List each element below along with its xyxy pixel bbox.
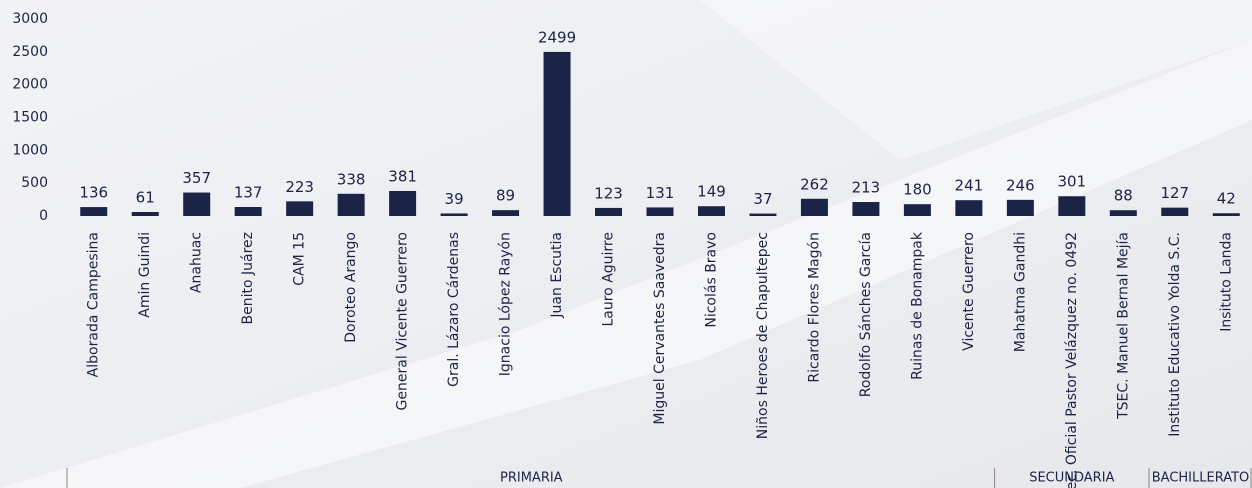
group-label: PRIMARIA bbox=[500, 471, 563, 486]
value-label: 223 bbox=[285, 178, 314, 196]
group-label: SECUNDARIA bbox=[1029, 471, 1114, 486]
bar bbox=[903, 204, 931, 216]
y-tick-label: 1500 bbox=[12, 110, 48, 126]
x-tick-label: Ignacio López Rayón bbox=[498, 232, 514, 376]
bar bbox=[955, 200, 983, 216]
y-tick-label: 0 bbox=[39, 208, 48, 224]
bar bbox=[852, 202, 880, 216]
x-tick-label: Doroteo Arango bbox=[343, 232, 359, 343]
bar bbox=[234, 207, 262, 216]
bar bbox=[337, 193, 365, 216]
bar bbox=[1161, 207, 1189, 216]
value-label: 246 bbox=[1006, 176, 1035, 194]
value-label: 137 bbox=[234, 184, 263, 202]
x-tick-label: Juan Escutia bbox=[549, 232, 565, 319]
value-label: 262 bbox=[800, 175, 829, 193]
bar bbox=[1212, 213, 1240, 216]
x-tick-label: Alborada Campesina bbox=[86, 232, 102, 377]
x-tick-label: Ruinas de Bonampak bbox=[909, 231, 925, 380]
x-tick-label: Vicente Guerrero bbox=[961, 232, 977, 351]
value-label: 2499 bbox=[538, 28, 576, 46]
x-tick-label: Benito Juárez bbox=[240, 232, 256, 324]
value-label: 213 bbox=[852, 179, 881, 197]
value-label: 123 bbox=[594, 184, 623, 202]
x-tick-label: Lauro Aguirre bbox=[601, 232, 617, 327]
value-label: 127 bbox=[1160, 184, 1189, 202]
value-label: 39 bbox=[445, 190, 464, 208]
x-tick-label: Rodolfo Sánches García bbox=[858, 232, 874, 397]
value-label: 88 bbox=[1114, 187, 1133, 205]
bar bbox=[697, 206, 725, 216]
y-tick-label: 1000 bbox=[12, 142, 48, 158]
bar bbox=[440, 213, 468, 216]
bar bbox=[1058, 196, 1086, 216]
bar bbox=[131, 211, 159, 216]
value-label: 180 bbox=[903, 181, 932, 199]
bar bbox=[1006, 199, 1034, 216]
value-label: 89 bbox=[496, 187, 515, 205]
x-tick-label: Ricardo Flores Magón bbox=[806, 232, 822, 383]
value-label: 357 bbox=[182, 169, 211, 187]
background-shape bbox=[700, 0, 1252, 160]
x-tick-label: Amin Guindi bbox=[137, 232, 153, 318]
y-tick-label: 2000 bbox=[12, 77, 48, 93]
x-tick-label: Miguel Cervantes Saavedra bbox=[652, 232, 668, 425]
value-label: 61 bbox=[136, 188, 155, 206]
x-tick-label: General Vicente Guerrero bbox=[395, 232, 411, 410]
value-label: 301 bbox=[1058, 173, 1087, 191]
x-tick-label: Instituto Educativo Yolda S.C. bbox=[1167, 232, 1183, 437]
x-tick-label: Gral. Lázaro Cárdenas bbox=[446, 232, 462, 387]
x-tick-label: TSEC. Manuel Bernal Mejía bbox=[1115, 232, 1131, 420]
value-label: 131 bbox=[646, 184, 675, 202]
value-label: 37 bbox=[753, 190, 772, 208]
value-label: 42 bbox=[1217, 190, 1236, 208]
bar bbox=[389, 190, 417, 216]
x-tick-label: CAM 15 bbox=[292, 232, 308, 286]
x-tick-label: Anahuac bbox=[189, 232, 205, 293]
value-label: 338 bbox=[337, 170, 366, 188]
bar bbox=[595, 207, 623, 216]
bar bbox=[749, 213, 777, 216]
bar bbox=[800, 198, 828, 216]
bar bbox=[80, 207, 108, 216]
x-tick-label: Insituto Landa bbox=[1218, 232, 1234, 332]
y-tick-label: 2500 bbox=[12, 44, 48, 60]
x-tick-label: Nicolás Bravo bbox=[703, 232, 719, 328]
value-label: 241 bbox=[955, 177, 984, 195]
bar bbox=[492, 210, 520, 216]
x-tick-label: Niños Heroes de Chapultepec bbox=[755, 232, 771, 439]
value-label: 149 bbox=[697, 183, 726, 201]
bar bbox=[1109, 210, 1137, 216]
value-label: 136 bbox=[79, 184, 108, 202]
bar bbox=[183, 192, 211, 216]
y-tick-label: 3000 bbox=[12, 11, 48, 27]
bar bbox=[646, 207, 674, 216]
value-label: 381 bbox=[388, 167, 417, 185]
group-label: BACHILLERATO bbox=[1152, 471, 1250, 486]
bar bbox=[543, 51, 571, 216]
y-tick-label: 500 bbox=[21, 175, 48, 191]
x-tick-label: Mahatma Gandhi bbox=[1012, 232, 1028, 352]
x-tick-label: Sec. Oficial Pastor Velázquez no. 0492 bbox=[1064, 232, 1080, 488]
bar bbox=[286, 201, 314, 216]
